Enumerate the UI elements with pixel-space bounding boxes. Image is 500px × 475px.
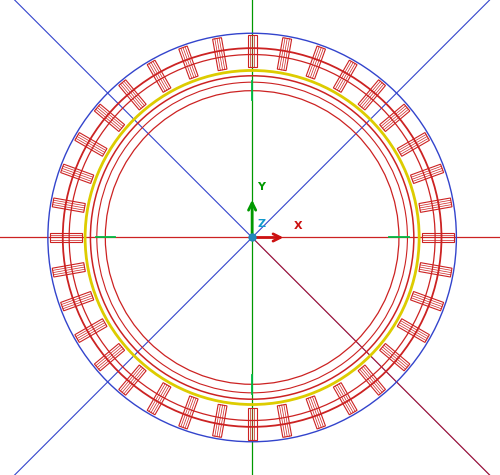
- Text: Y: Y: [258, 181, 266, 191]
- Text: X: X: [294, 221, 302, 231]
- Text: Z: Z: [258, 219, 266, 229]
